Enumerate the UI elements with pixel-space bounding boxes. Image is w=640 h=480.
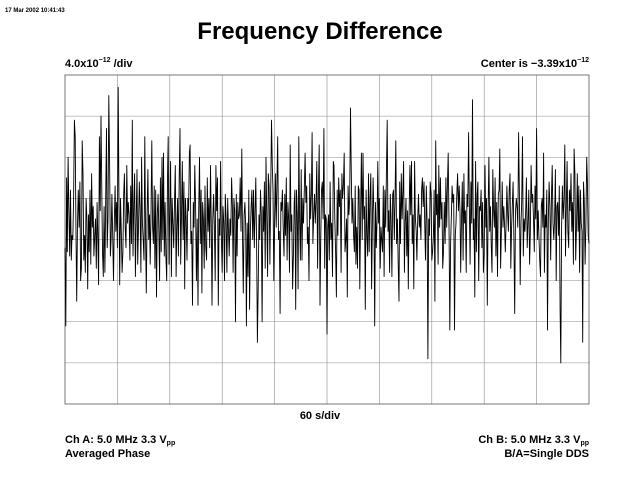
- center-exponent: −12: [577, 57, 589, 64]
- center-value: Center is −3.39x10: [480, 58, 578, 70]
- channel-a-text: Ch A: 5.0 MHz 3.3 V: [65, 434, 167, 446]
- y-scale-mantissa: 4.0x10: [65, 58, 99, 70]
- channel-b-label: Ch B: 5.0 MHz 3.3 Vpp: [478, 434, 589, 447]
- ratio-label: B/A=Single DDS: [504, 448, 589, 460]
- x-scale-label: 60 s/div: [299, 410, 341, 422]
- channel-b-text: Ch B: 5.0 MHz 3.3 V: [478, 434, 581, 446]
- series-line: [64, 86, 590, 364]
- chart-title: Frequency Difference: [197, 18, 443, 45]
- channel-b-unit: pp: [580, 440, 589, 447]
- timestamp: 17 Mar 2002 10:41:43: [5, 8, 65, 14]
- y-scale-unit: /div: [110, 58, 133, 70]
- center-label: Center is −3.39x10−12: [480, 57, 589, 70]
- y-scale-label: 4.0x10−12 /div: [65, 57, 133, 70]
- mode-label: Averaged Phase: [65, 448, 151, 460]
- channel-a-unit: pp: [166, 440, 176, 447]
- channel-a-label: Ch A: 5.0 MHz 3.3 Vpp: [65, 434, 176, 447]
- y-scale-exponent: −12: [98, 57, 111, 64]
